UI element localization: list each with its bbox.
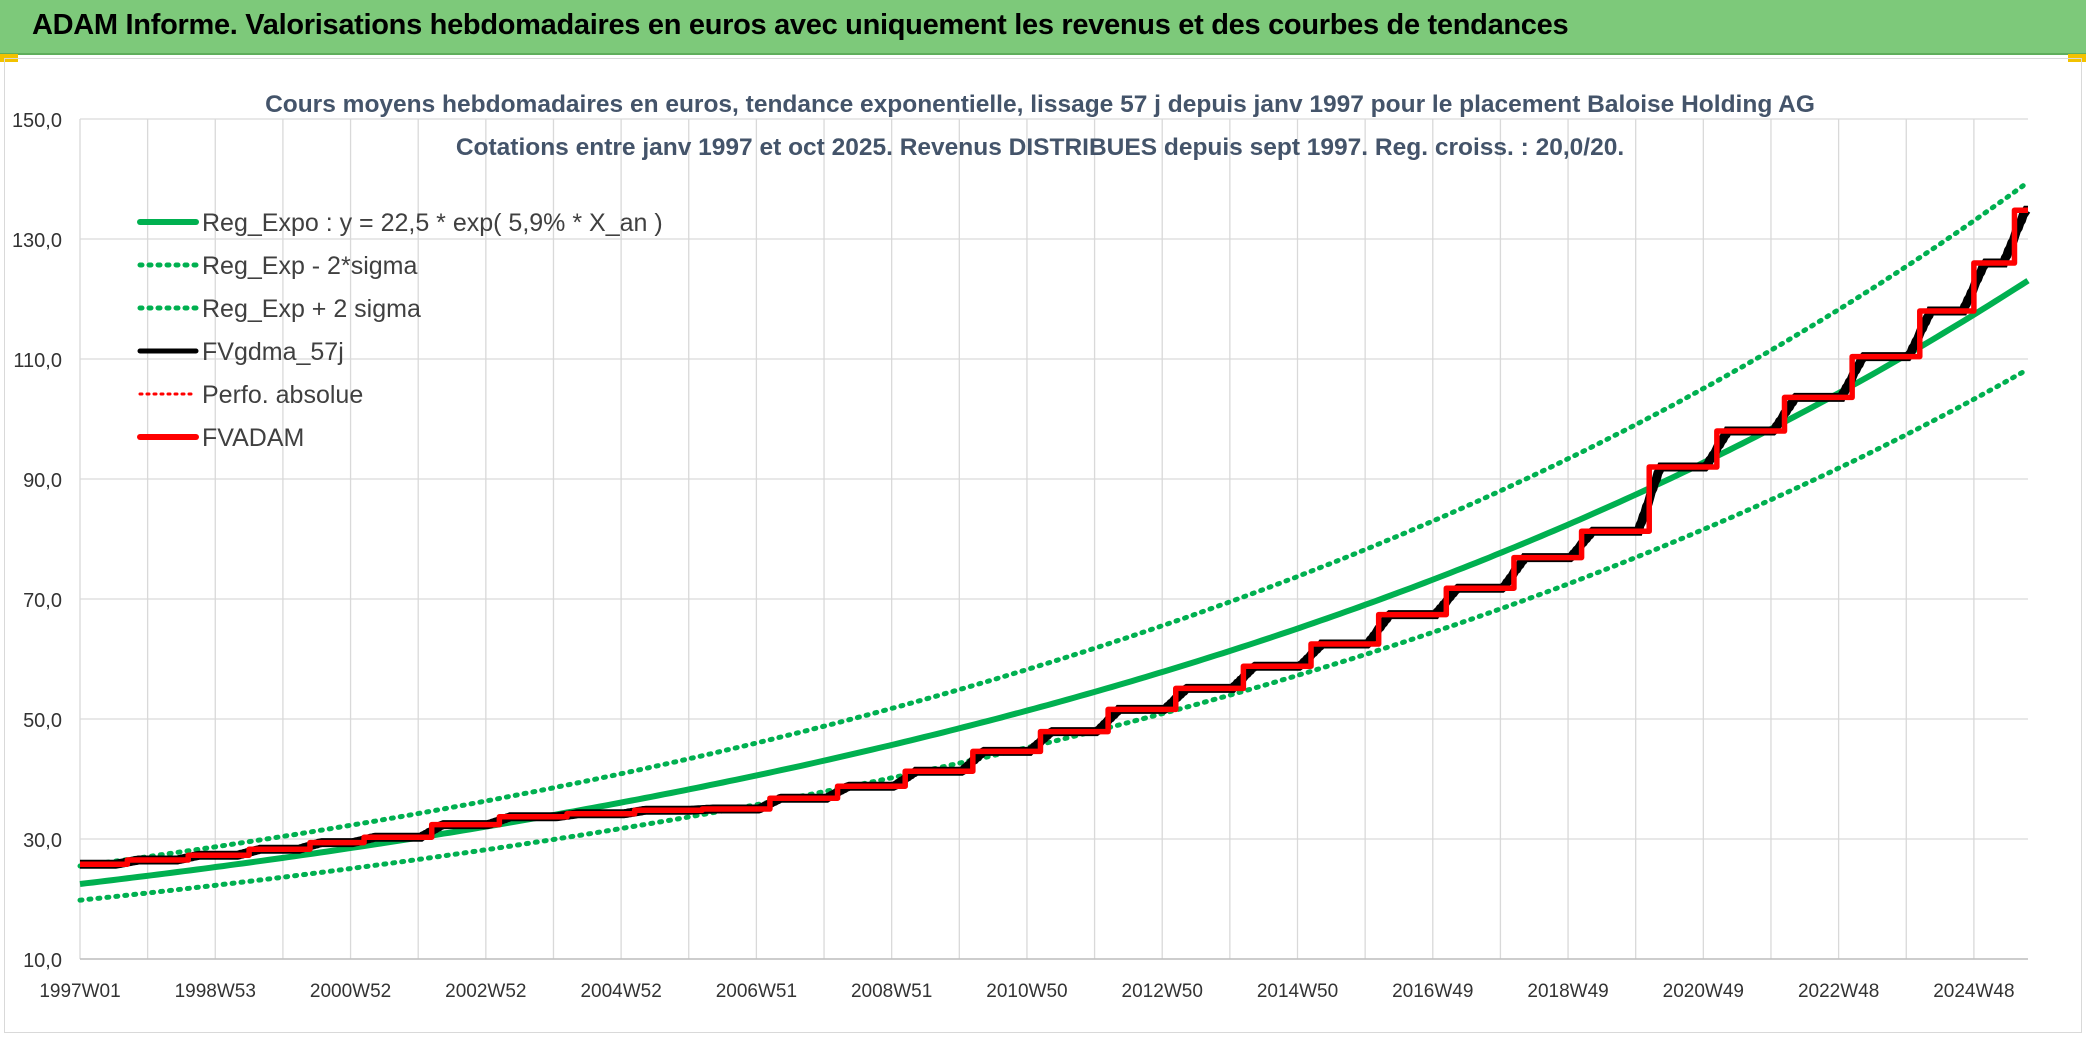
legend-label: FVgdma_57j (202, 338, 344, 366)
chart-title: Cours moyens hebdomadaires en euros, ten… (265, 91, 1815, 118)
chart-frame (4, 58, 2082, 1033)
series-layer (77, 179, 2031, 903)
x-tick-label: 1998W53 (175, 981, 256, 1002)
x-tick-label: 2018W49 (1527, 981, 1608, 1002)
y-tick-label: 150,0 (12, 110, 62, 132)
legend-label: Reg_Exp - 2*sigma (202, 252, 417, 280)
x-tick-label: 2020W49 (1663, 981, 1744, 1002)
y-tick-label: 10,0 (23, 950, 62, 972)
legend-label: Reg_Exp + 2 sigma (202, 295, 421, 323)
axes: 10,0 30,0 50,0 70,0 90,0 110,0 130,0 150,0 1997W… (12, 110, 2028, 1002)
x-tick-label: 2014W50 (1257, 981, 1338, 1002)
legend-label: Reg_Expo : y = 22,5 * exp( 5,9% * X_an ) (202, 209, 663, 237)
x-tick-label: 2002W52 (445, 981, 526, 1002)
x-tick-label: 2022W48 (1798, 981, 1879, 1002)
y-tick-label: 110,0 (13, 350, 62, 372)
y-tick-label: 130,0 (12, 230, 62, 252)
legend: Reg_Expo : y = 22,5 * exp( 5,9% * X_an )… (137, 209, 663, 452)
x-tick-label: 1997W01 (39, 981, 120, 1002)
series-reg-exp-minus-2sigma (77, 366, 2031, 903)
x-tick-label: 2000W52 (310, 981, 391, 1002)
series-fvadam (80, 207, 2028, 867)
x-tick-label: 2016W49 (1392, 981, 1473, 1002)
x-tick-label: 2006W51 (716, 981, 797, 1002)
x-tick-label: 2024W48 (1933, 981, 2014, 1002)
report-title: ADAM Informe. Valorisations hebdomadaire… (32, 9, 1569, 41)
legend-label: FVADAM (202, 424, 304, 452)
x-tick-label: 2012W50 (1122, 981, 1203, 1002)
legend-label: Perfo. absolue (202, 381, 363, 409)
grid (79, 118, 2028, 960)
x-tick-label: 2010W50 (986, 981, 1067, 1002)
y-tick-label: 70,0 (23, 590, 62, 612)
y-tick-label: 90,0 (23, 470, 62, 492)
y-tick-label: 50,0 (23, 710, 62, 732)
x-tick-label: 2008W51 (851, 981, 932, 1002)
report-banner: ADAM Informe. Valorisations hebdomadaire… (0, 0, 2086, 55)
chart-subtitle: Cotations entre janv 1997 et oct 2025. R… (456, 134, 1624, 161)
series-reg-exp-plus-2sigma (77, 179, 2031, 869)
y-tick-label: 30,0 (23, 830, 62, 852)
x-tick-label: 2004W52 (580, 981, 661, 1002)
